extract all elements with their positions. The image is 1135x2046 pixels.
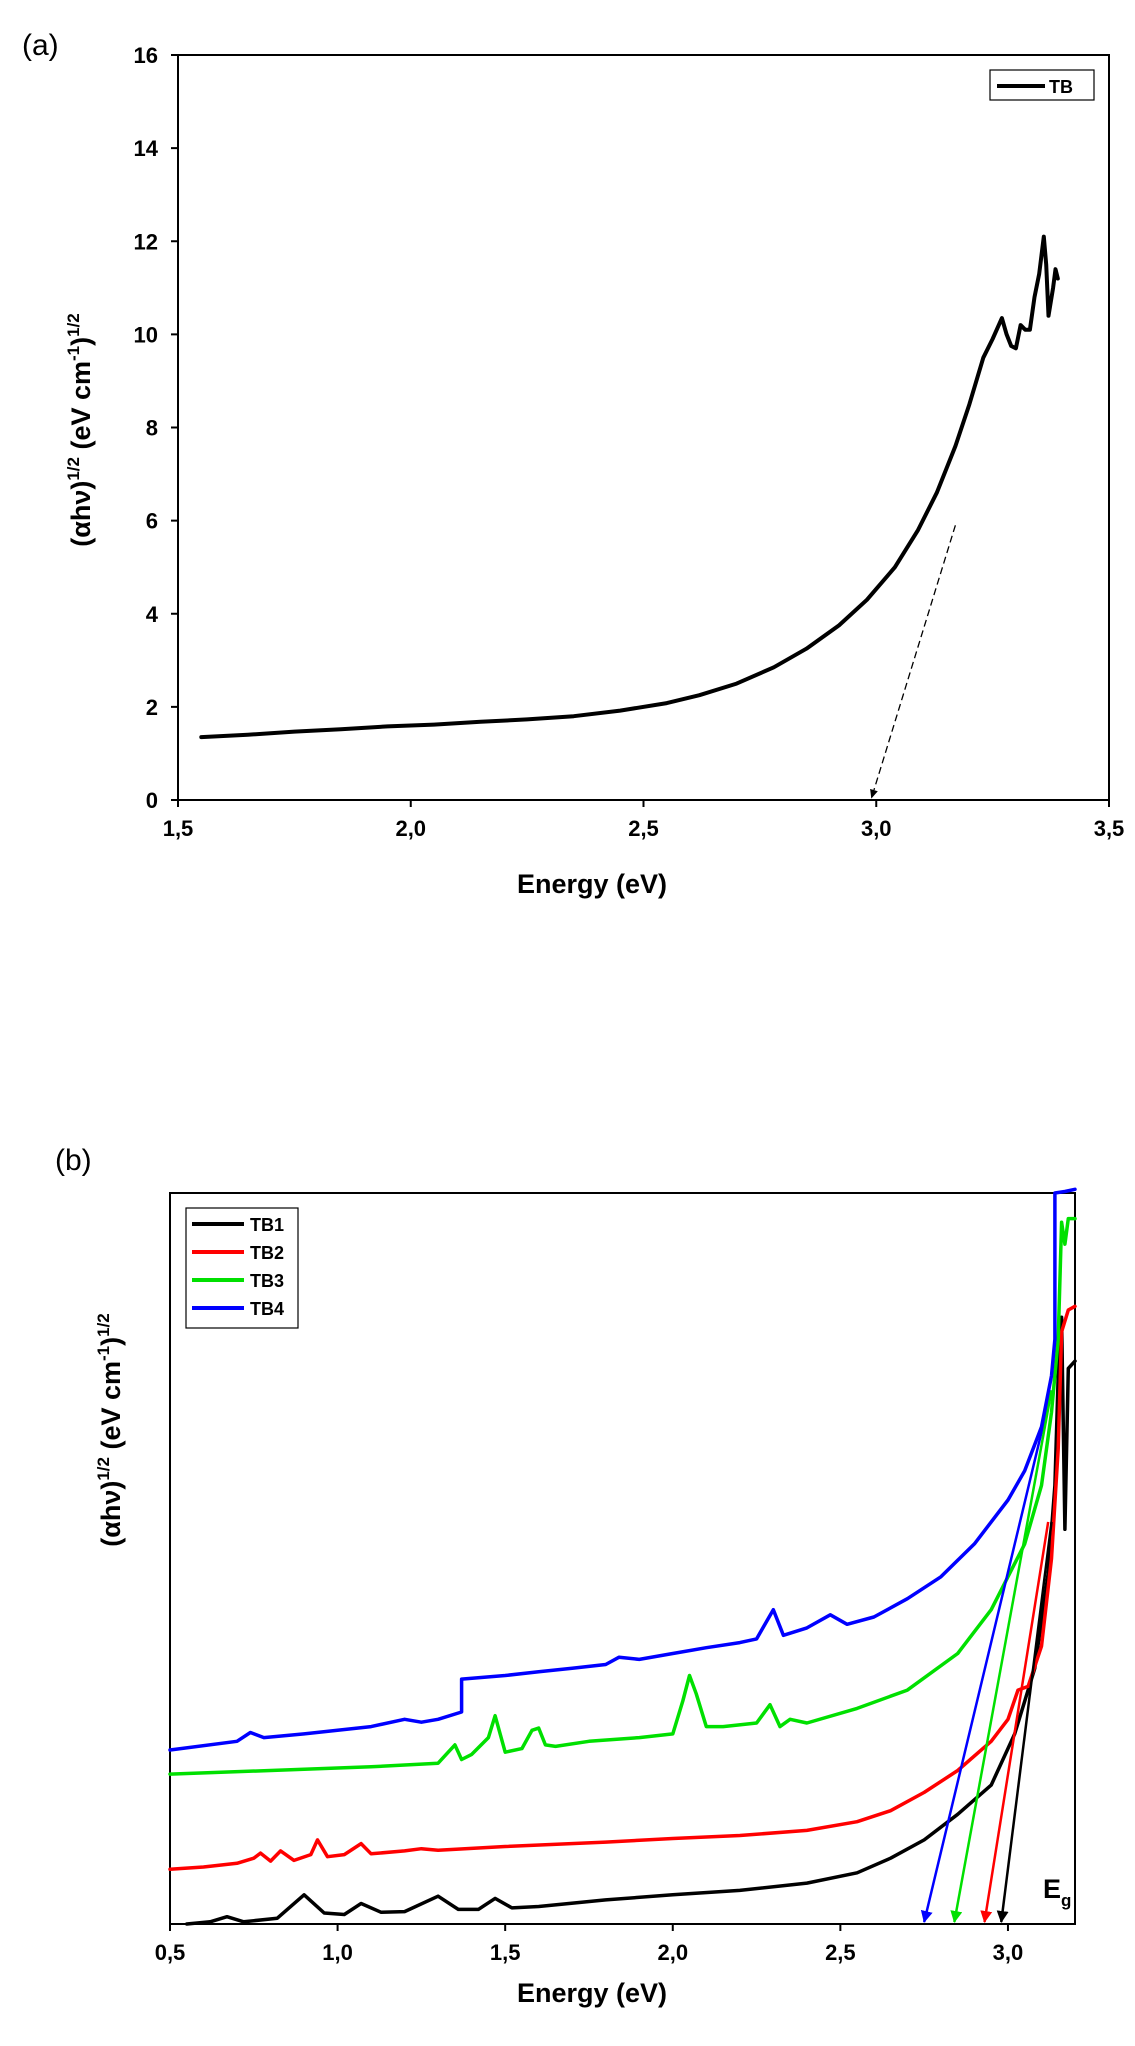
legend-label-tb3: TB3 — [250, 1271, 284, 1291]
y-title-a-part1: (αhν) — [66, 481, 96, 547]
y-title-b-sup3: 1/2 — [94, 1313, 113, 1337]
tangent-arrow — [870, 525, 957, 799]
tangent-line-tb4 — [920, 1390, 1053, 1923]
panel-a-label: (a) — [22, 29, 59, 62]
y-title-a-sup3: 1/2 — [64, 313, 83, 337]
panel-b-x-axis-title: Energy (eV) — [517, 1978, 667, 2008]
svg-text:(αhν)1/2 (eV cm-1)1/2: (αhν)1/2 (eV cm-1)1/2 — [64, 313, 96, 547]
panel-a: (a) 1,5 2,0 2,5 3,0 3,5 0 2 4 6 8 10 12 14 16 TB Ener… — [22, 29, 1124, 899]
x-tick-label: 1,0 — [322, 1940, 353, 1965]
y-title-b-sup1: 1/2 — [94, 1457, 113, 1481]
legend-label-tb2: TB2 — [250, 1243, 284, 1263]
y-tick-label: 12 — [134, 229, 158, 254]
panel-b-y-axis-title: (αhν)1/2 (eV cm-1)1/2 — [94, 1313, 126, 1547]
series-line-tb2 — [168, 1304, 1077, 1871]
panel-b-plot-frame — [169, 1192, 1076, 1925]
x-tick-label: 3,0 — [993, 1940, 1024, 1965]
panel-b-series — [168, 1187, 1077, 1926]
series-line-tb1 — [185, 1315, 1077, 1926]
series-line-tb — [199, 234, 1060, 740]
x-tick-label: 0,5 — [155, 1940, 186, 1965]
panel-a-legend: TB — [989, 69, 1095, 101]
tangent-line-tb1 — [996, 1521, 1053, 1923]
y-title-a-sup1: 1/2 — [64, 457, 83, 481]
panel-a-x-axis-title: Energy (eV) — [517, 869, 667, 899]
y-tick-label: 0 — [146, 788, 158, 813]
y-tick-label: 10 — [134, 322, 158, 347]
x-tick-label: 2,5 — [825, 1940, 856, 1965]
eg-label-sub: g — [1061, 1891, 1071, 1910]
y-title-b-part3: ) — [96, 1337, 126, 1346]
y-tick-label: 16 — [134, 43, 158, 68]
y-title-a-part3: ) — [66, 337, 96, 346]
x-tick-label: 2,0 — [395, 816, 426, 841]
panel-a-series — [199, 234, 1060, 740]
series-line-tb4 — [168, 1187, 1077, 1752]
y-title-b-part1: (αhν) — [96, 1481, 126, 1547]
x-tick-label: 1,5 — [163, 816, 194, 841]
legend-label-tb4: TB4 — [250, 1299, 284, 1319]
y-tick-label: 4 — [146, 602, 159, 627]
panel-a-ticks: 1,5 2,0 2,5 3,0 3,5 0 2 4 6 8 10 12 14 16 — [134, 43, 1125, 841]
y-tick-label: 8 — [146, 416, 158, 441]
y-title-a-part2: (eV cm — [66, 361, 96, 457]
x-tick-label: 3,0 — [861, 816, 892, 841]
panel-a-plot-frame — [177, 54, 1110, 801]
panel-b-label: (b) — [55, 1144, 92, 1177]
x-tick-label: 2,0 — [657, 1940, 688, 1965]
panel-a-y-axis-title: (αhν)1/2 (eV cm-1)1/2 — [64, 313, 96, 547]
x-tick-label: 2,5 — [628, 816, 659, 841]
panel-a-annotations — [870, 525, 957, 799]
panel-b-legend: TB1 TB2 TB3 TB4 — [185, 1207, 299, 1329]
tangent-line-tb2 — [980, 1521, 1050, 1923]
y-title-b-part2: (eV cm — [96, 1361, 126, 1457]
y-tick-label: 6 — [146, 509, 158, 534]
x-tick-label: 1,5 — [490, 1940, 521, 1965]
legend-label-tb1: TB1 — [250, 1215, 284, 1235]
panel-b: (b) 0,5 1,0 1,5 2,0 2,5 3,0 TB1 TB2 TB3 TB4 E… — [55, 1144, 1077, 2008]
y-title-a-sup2: -1 — [64, 346, 83, 361]
svg-text:(αhν)1/2 (eV cm-1)1/2: (αhν)1/2 (eV cm-1)1/2 — [94, 1313, 126, 1547]
x-tick-label: 3,5 — [1094, 816, 1125, 841]
series-line-tb3 — [168, 1216, 1077, 1776]
y-tick-label: 2 — [146, 695, 158, 720]
eg-label: Eg — [1043, 1874, 1071, 1910]
y-title-b-sup2: -1 — [94, 1346, 113, 1361]
legend-label-tb: TB — [1049, 77, 1073, 97]
y-tick-label: 14 — [134, 136, 159, 161]
tangent-line-tb3 — [950, 1390, 1053, 1923]
panel-b-ticks: 0,5 1,0 1,5 2,0 2,5 3,0 — [155, 1924, 1024, 1965]
eg-label-main: E — [1043, 1874, 1061, 1904]
panel-b-tangent-lines — [920, 1390, 1053, 1923]
